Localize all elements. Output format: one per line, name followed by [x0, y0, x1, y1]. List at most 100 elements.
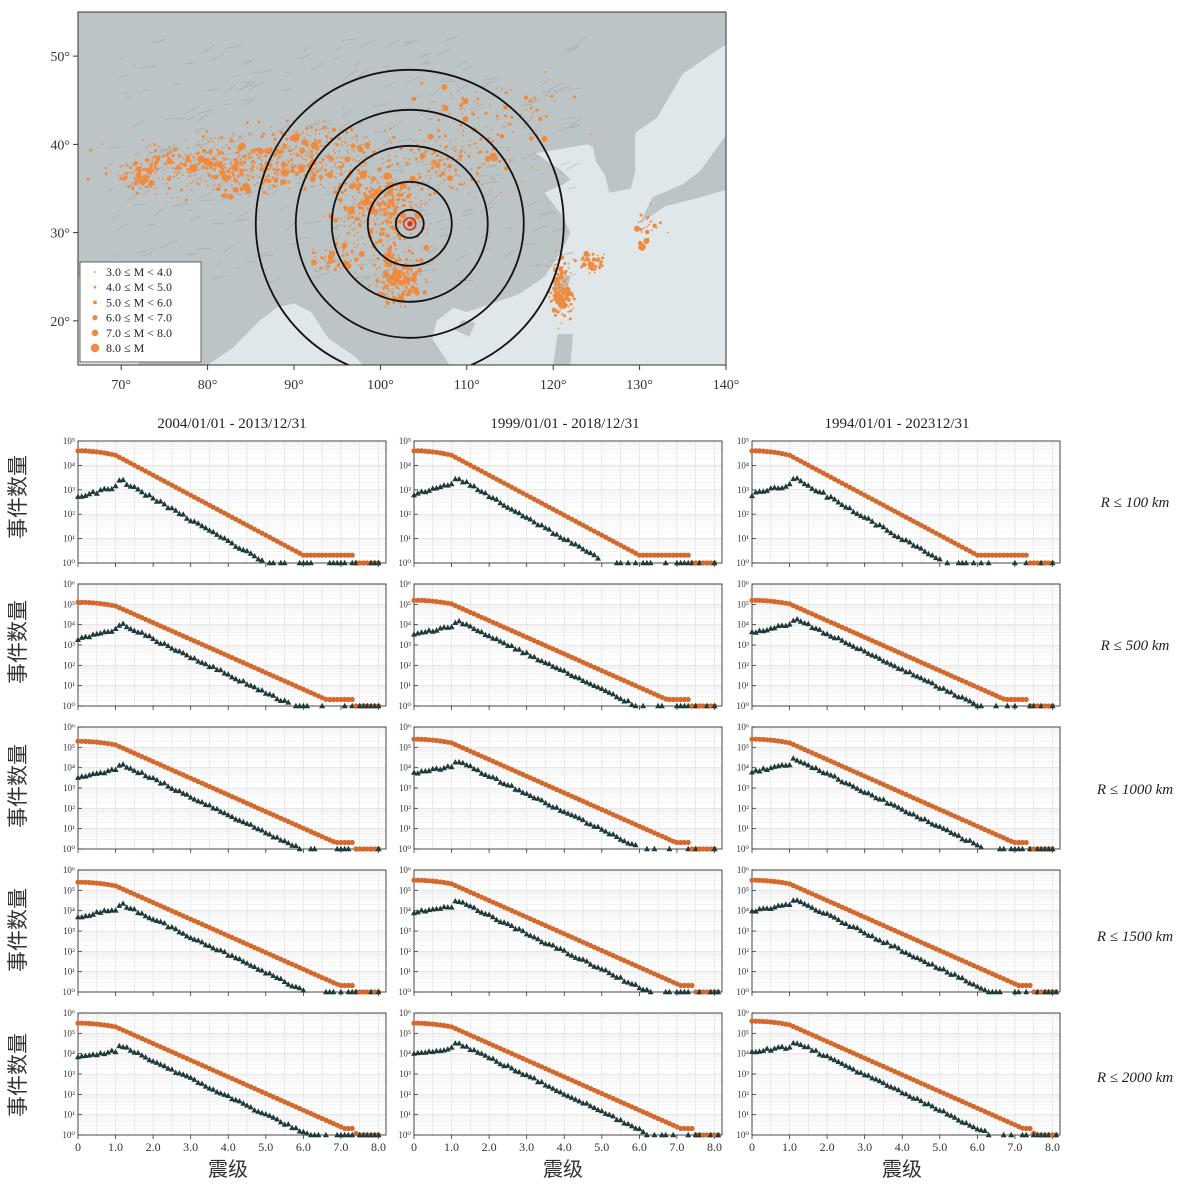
non-cumulative-point	[831, 496, 838, 502]
cumulative-point	[426, 598, 432, 604]
map-lat-tick-label: 20°	[50, 315, 70, 330]
non-cumulative-point	[936, 823, 943, 829]
non-cumulative-point	[933, 683, 939, 689]
non-cumulative-point	[572, 1096, 579, 1102]
x-tick-label: 1.0	[782, 1140, 797, 1154]
non-cumulative-point	[895, 665, 902, 671]
non-cumulative-point	[221, 535, 228, 541]
y-tick-label: 10⁰	[736, 987, 749, 997]
cumulative-point	[685, 982, 691, 989]
non-cumulative-point	[199, 799, 205, 805]
non-cumulative-point	[951, 831, 958, 837]
non-cumulative-point	[176, 1070, 183, 1076]
non-cumulative-point	[210, 945, 217, 951]
non-cumulative-point	[375, 1131, 382, 1138]
non-cumulative-point	[565, 810, 571, 816]
y-tick-label: 10⁰	[398, 1130, 411, 1140]
panel-grid	[414, 1012, 722, 1135]
non-cumulative-point	[471, 483, 478, 489]
y-tick-label: 10⁵	[737, 436, 749, 446]
non-cumulative-point	[685, 1131, 692, 1138]
cumulative-point	[342, 1125, 348, 1132]
non-cumulative-point	[180, 930, 187, 936]
non-cumulative-point	[214, 946, 220, 953]
epicenter-dot	[407, 221, 413, 227]
non-cumulative-point	[337, 1131, 344, 1138]
y-tick-label: 10⁵	[737, 1028, 749, 1038]
cumulative-point	[1019, 839, 1025, 846]
cumulative-point	[640, 552, 646, 558]
cumulative-point	[678, 1125, 684, 1132]
cumulative-point	[989, 552, 996, 558]
non-cumulative-point	[801, 900, 808, 907]
cumulative-point	[1019, 982, 1025, 989]
non-cumulative-point	[565, 670, 571, 676]
non-cumulative-point	[236, 1098, 243, 1104]
cumulative-point	[685, 1125, 691, 1132]
non-cumulative-point	[489, 913, 496, 920]
non-cumulative-point	[255, 686, 262, 693]
non-cumulative-point	[801, 1043, 808, 1050]
legend-marker	[92, 315, 98, 321]
non-cumulative-point	[82, 492, 89, 498]
non-cumulative-point	[888, 1083, 894, 1090]
non-cumulative-point	[538, 1078, 545, 1085]
y-tick-label: 10²	[63, 660, 75, 670]
row-label-5: R ≤ 2000 km	[1096, 1070, 1173, 1086]
cumulative-point	[418, 597, 425, 604]
non-cumulative-point	[647, 559, 654, 566]
non-cumulative-point	[478, 1050, 485, 1056]
non-cumulative-point	[142, 632, 149, 638]
cumulative-point	[753, 736, 759, 742]
non-cumulative-point	[270, 559, 277, 566]
non-cumulative-point	[90, 1051, 96, 1057]
non-cumulative-point	[996, 845, 1003, 852]
luzon	[553, 334, 574, 365]
non-cumulative-point	[146, 632, 153, 639]
non-cumulative-point	[108, 1047, 115, 1053]
y-tick-label: 10⁶	[737, 722, 749, 732]
non-cumulative-point	[467, 623, 474, 629]
non-cumulative-point	[854, 645, 861, 651]
non-cumulative-point	[651, 1131, 658, 1138]
non-cumulative-point	[602, 967, 609, 973]
non-cumulative-point	[572, 673, 579, 680]
non-cumulative-point	[1015, 988, 1022, 995]
cumulative-point	[415, 448, 421, 454]
non-cumulative-point	[782, 622, 789, 628]
non-cumulative-point	[150, 1058, 157, 1064]
map-lon-tick-label: 130°	[626, 378, 653, 393]
series-points	[411, 448, 718, 566]
non-cumulative-point	[632, 981, 639, 987]
non-cumulative-point	[711, 702, 718, 709]
cumulative-point	[1031, 560, 1037, 566]
non-cumulative-point	[311, 845, 318, 852]
non-cumulative-point	[456, 898, 463, 904]
non-cumulative-point	[112, 625, 119, 631]
non-cumulative-point	[895, 804, 902, 810]
non-cumulative-point	[120, 476, 127, 483]
y-tick-label: 10²	[737, 1089, 749, 1099]
non-cumulative-point	[899, 536, 906, 542]
cumulative-point	[678, 839, 684, 846]
non-cumulative-point	[820, 910, 827, 916]
legend-entry-label: 5.0 ≤ M < 6.0	[106, 295, 172, 309]
non-cumulative-point	[910, 811, 917, 817]
cumulative-point	[685, 552, 691, 558]
non-cumulative-point	[628, 840, 635, 847]
non-cumulative-point	[131, 1049, 138, 1055]
non-cumulative-point	[553, 1087, 560, 1093]
non-cumulative-point	[632, 841, 639, 848]
y-tick-label: 10¹	[63, 1110, 75, 1120]
non-cumulative-point	[138, 488, 145, 495]
non-cumulative-point	[296, 559, 303, 566]
non-cumulative-point	[232, 816, 239, 822]
non-cumulative-point	[441, 624, 447, 630]
cumulative-point	[422, 598, 428, 604]
non-cumulative-point	[411, 492, 417, 498]
non-cumulative-point	[835, 776, 842, 782]
non-cumulative-point	[640, 986, 647, 992]
non-cumulative-point	[764, 766, 770, 772]
non-cumulative-point	[262, 690, 269, 696]
non-cumulative-point	[790, 1039, 797, 1046]
